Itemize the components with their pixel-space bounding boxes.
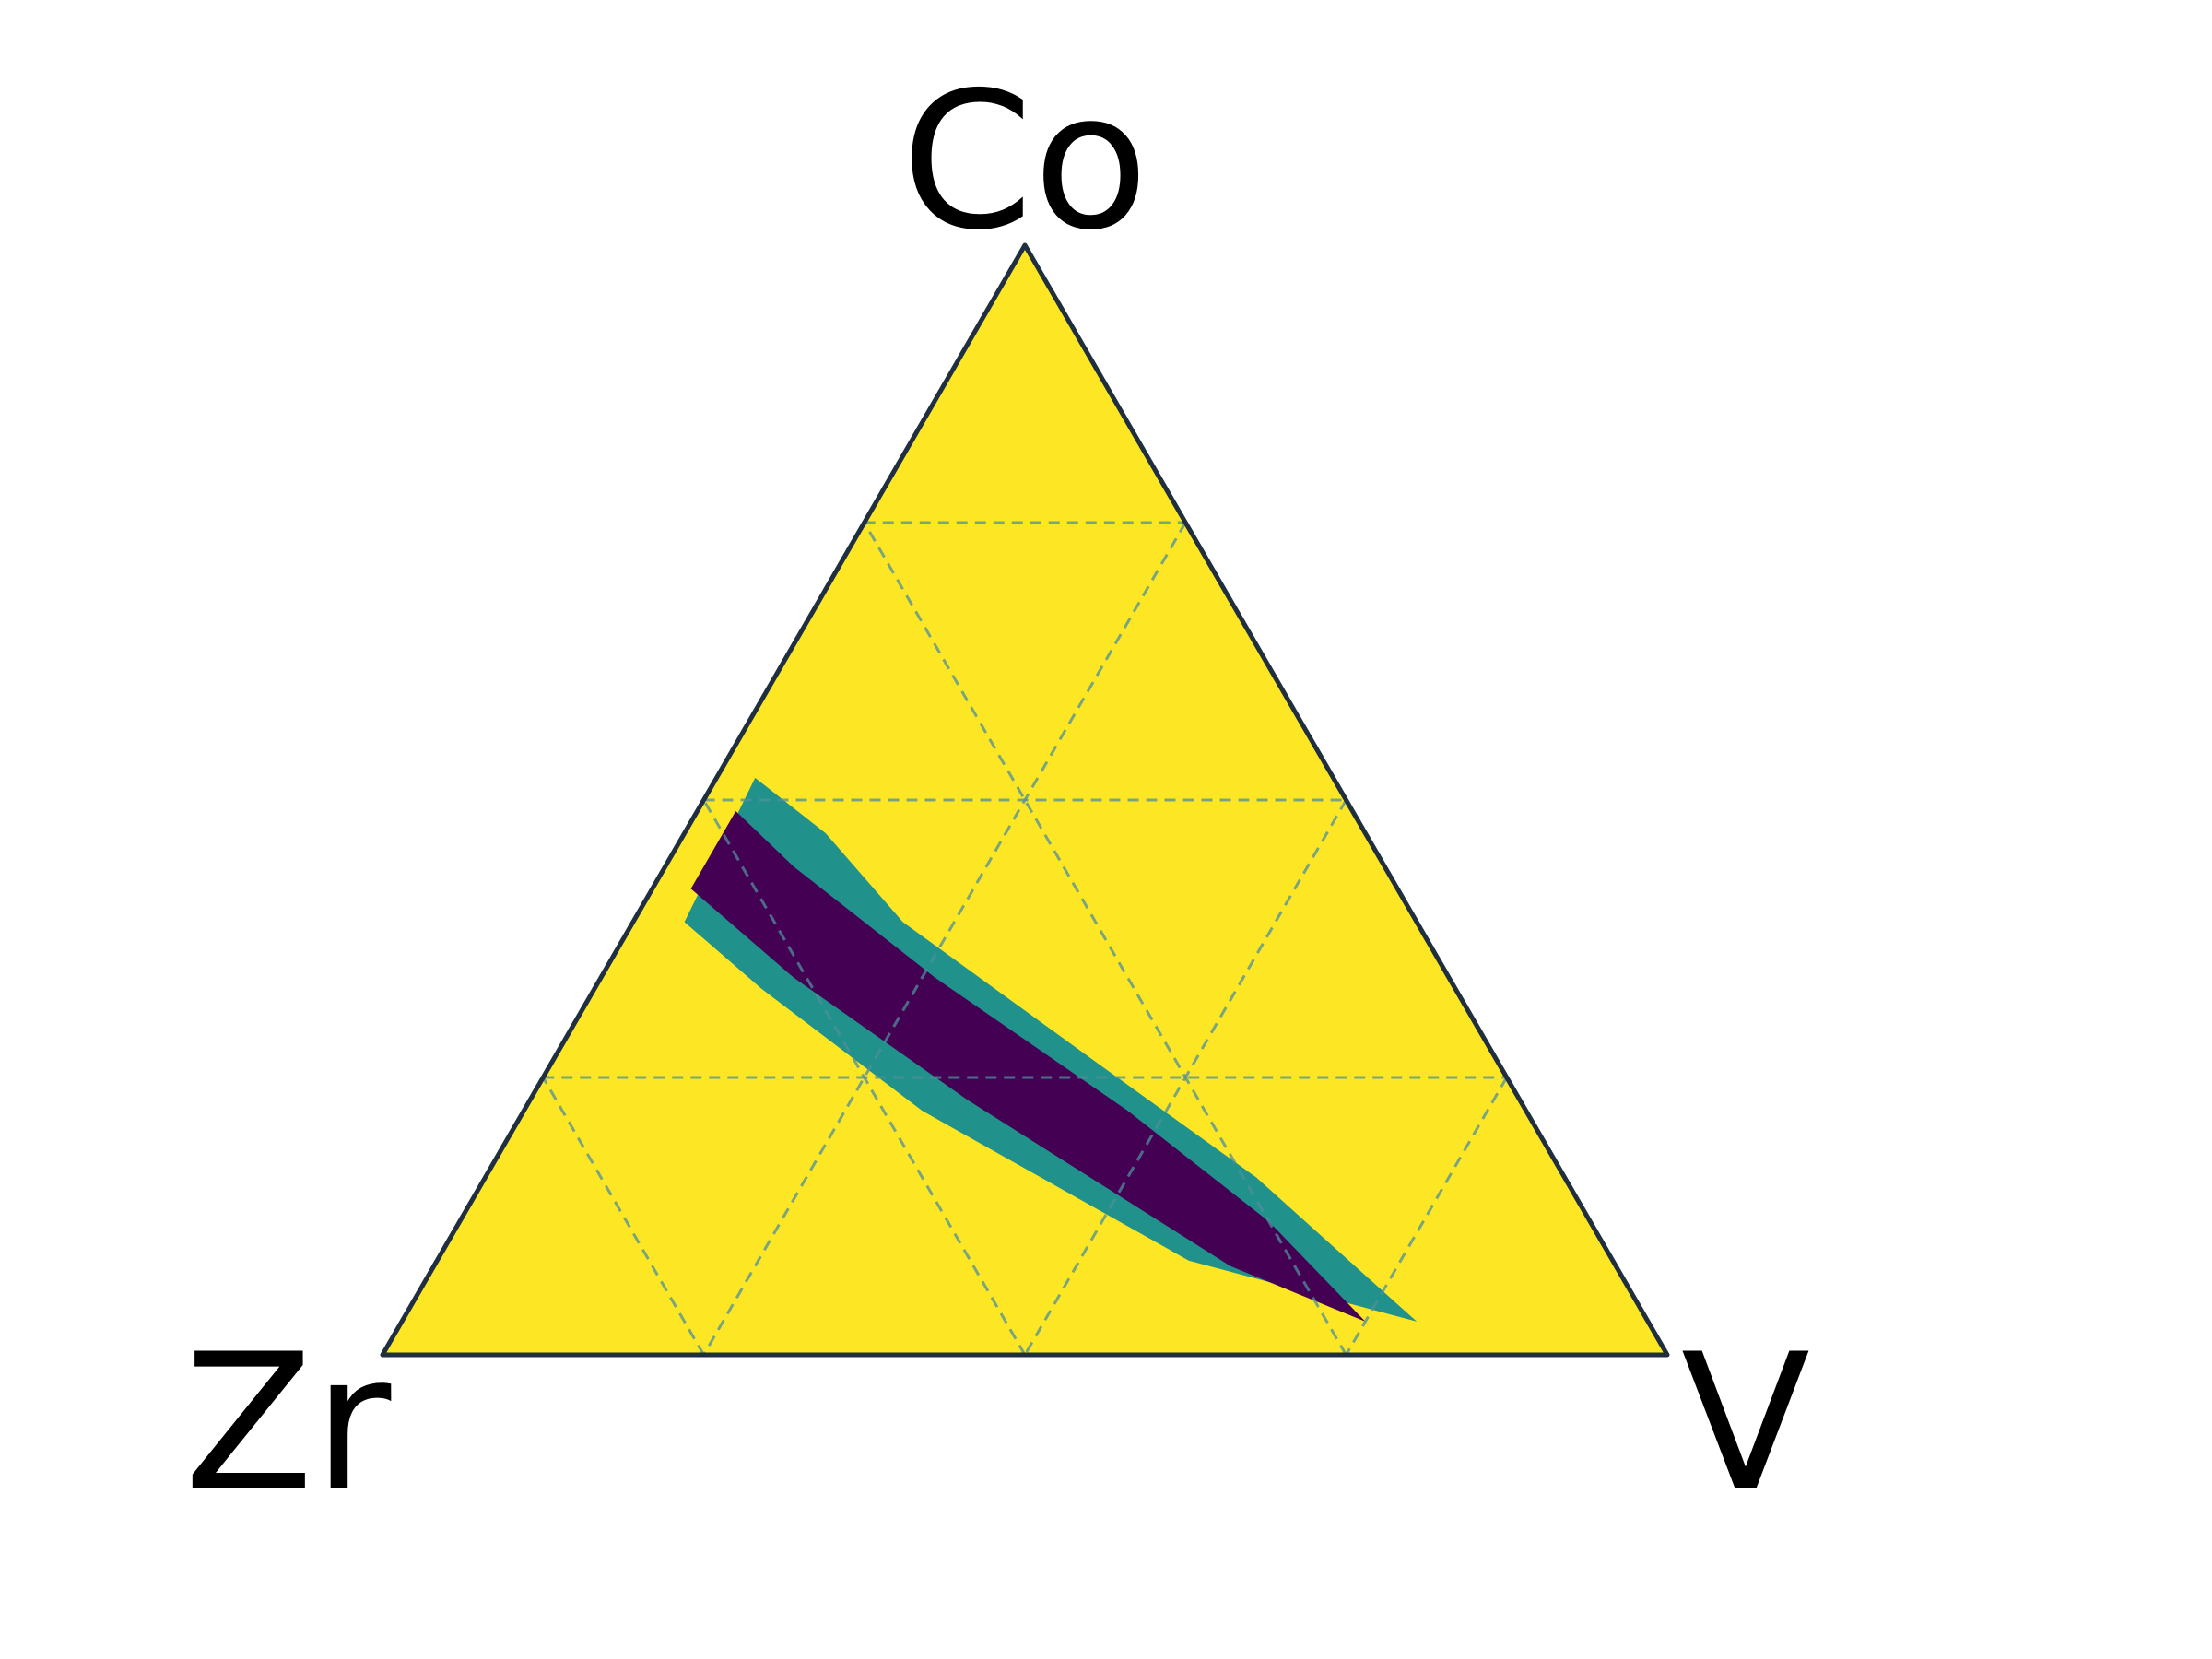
vertex-label-right: V (1681, 1314, 1810, 1534)
gridline-zr (702, 799, 1027, 1356)
contour-regions (684, 777, 1418, 1322)
vertex-label-top: Co (901, 53, 1149, 272)
gridline-v (1345, 1077, 1509, 1356)
gridline-zr (541, 1077, 705, 1356)
ternary-frame (380, 242, 1670, 1358)
ternary-gridlines (541, 521, 1509, 1356)
contour-region-outer (684, 777, 1418, 1322)
vertex-label-left: Zr (184, 1314, 392, 1534)
gridline-zr (863, 522, 1347, 1356)
gridline-v (702, 522, 1187, 1356)
gridline-v (1023, 799, 1347, 1356)
contour-region-inner (690, 811, 1366, 1322)
